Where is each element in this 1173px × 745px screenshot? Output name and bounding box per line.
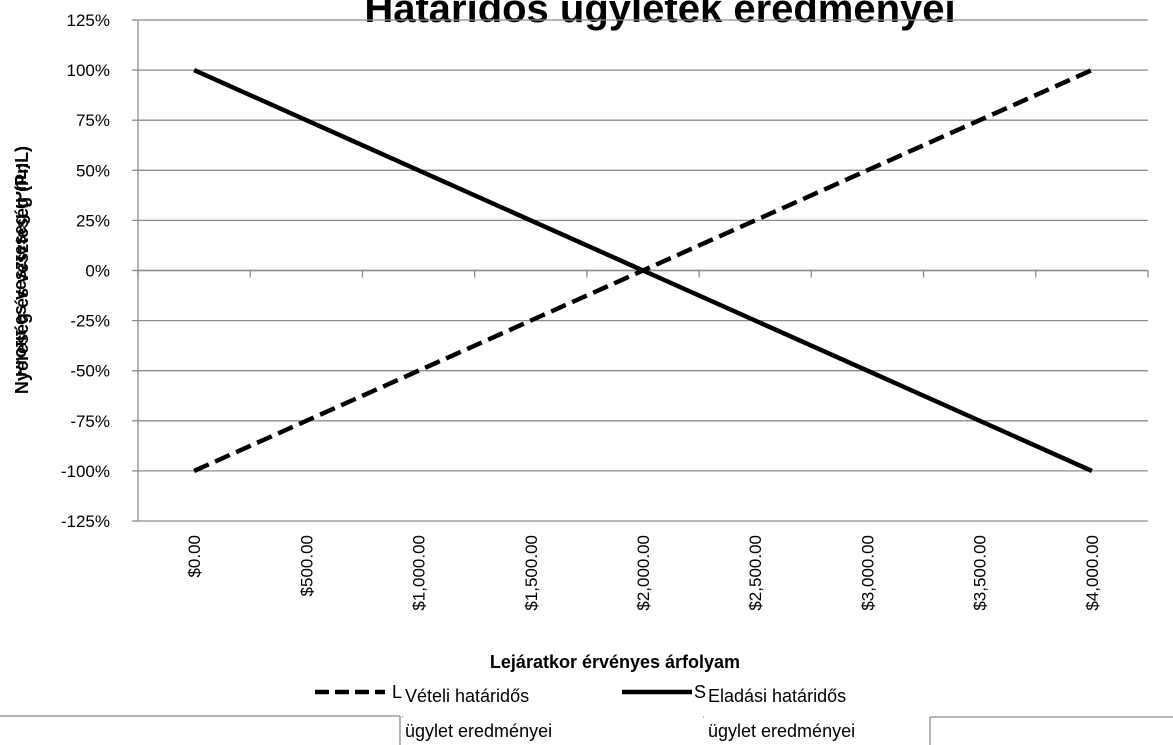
- chart-title: Határidős ügyletek eredményei: [364, 0, 955, 31]
- legend-prefix: S: [694, 682, 706, 702]
- x-tick-label: $2,000.00: [634, 535, 653, 611]
- y-tick-label: 25%: [76, 211, 110, 230]
- x-tick-label: $3,500.00: [971, 535, 990, 611]
- x-axis-title: Lejáratkor érvényes árfolyam: [490, 652, 740, 672]
- legend-label-line1: Eladási határidős: [708, 686, 846, 706]
- x-tick-label: $2,500.00: [746, 535, 765, 611]
- y-tick-label: 125%: [67, 11, 110, 30]
- x-tick-label: $0.00: [185, 535, 204, 578]
- y-tick-label: -100%: [61, 462, 110, 481]
- legend-bg-2: [704, 713, 930, 745]
- x-tick-label: $3,000.00: [858, 535, 877, 611]
- x-tick-label: $1,000.00: [410, 535, 429, 611]
- y-tick-label: -75%: [70, 412, 110, 431]
- legend-prefix: L: [392, 682, 402, 702]
- y-tick-label: 0%: [85, 262, 110, 281]
- y-tick-label: 100%: [67, 61, 110, 80]
- x-tick-label: $4,000.00: [1083, 535, 1102, 611]
- y-label-mask: [2, 140, 16, 400]
- y-tick-label: -125%: [61, 512, 110, 531]
- y-axis-title: Nyereség és veszteség (PnL): [12, 146, 32, 394]
- legend-label-line1: Vételi határidős: [405, 686, 529, 706]
- x-tick-label: $500.00: [297, 535, 316, 596]
- legend-label-line2: ügylet eredményei: [708, 721, 855, 741]
- legend-label-line2: ügylet eredményei: [405, 721, 552, 741]
- y-tick-label: -50%: [70, 362, 110, 381]
- y-tick-label: 75%: [76, 111, 110, 130]
- x-tick-label: $1,500.00: [522, 535, 541, 611]
- series-line-2: [193, 68, 1093, 473]
- legend-bg-1: [403, 713, 703, 745]
- y-tick-label: 50%: [76, 161, 110, 180]
- y-tick-label: -25%: [70, 312, 110, 331]
